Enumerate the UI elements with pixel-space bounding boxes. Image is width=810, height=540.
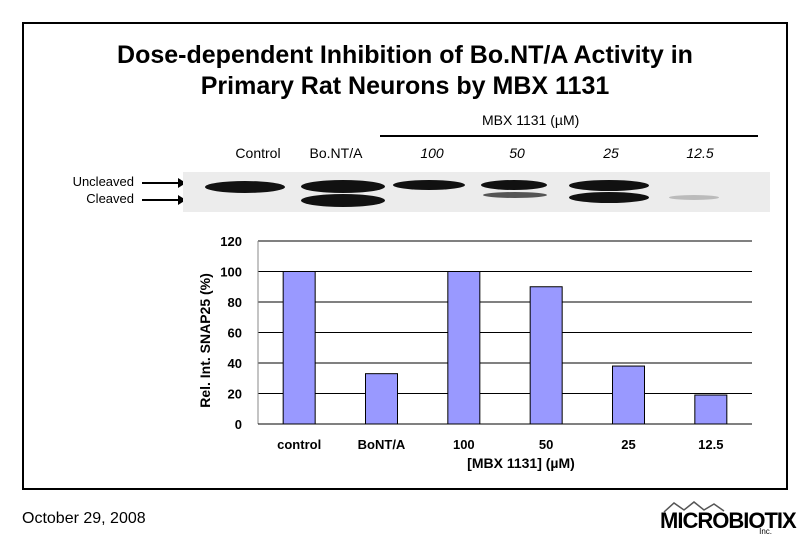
blot-band bbox=[301, 194, 385, 207]
x-tick-label: BoNT/A bbox=[358, 437, 406, 452]
uncleaved-label: Uncleaved bbox=[72, 174, 134, 189]
y-tick-label: 120 bbox=[220, 234, 242, 249]
bar bbox=[365, 373, 398, 425]
bar bbox=[612, 365, 645, 425]
bar bbox=[447, 271, 481, 425]
logo-text: MICROBIOTIX bbox=[660, 508, 797, 533]
x-tick-label: 12.5 bbox=[698, 437, 723, 452]
y-tick-label: 100 bbox=[220, 265, 242, 280]
lane-label-12-5: 12.5 bbox=[686, 145, 714, 161]
cleaved-label: Cleaved bbox=[86, 191, 134, 206]
y-tick-label: 80 bbox=[228, 295, 242, 310]
blot-band bbox=[205, 181, 285, 193]
blot-band bbox=[569, 192, 649, 203]
x-tick-label: 25 bbox=[621, 437, 635, 452]
lane-label-50: 50 bbox=[509, 145, 525, 161]
bar bbox=[529, 286, 563, 425]
blot-band bbox=[483, 192, 547, 198]
western-blot-image bbox=[183, 172, 770, 212]
x-axis-title: [MBX 1131] (µM) bbox=[467, 455, 575, 471]
logo-mark-icon bbox=[663, 501, 725, 513]
bar-chart: 0 20 40 60 80 100 120 control BoNT/A 100 50 25 12.5 [… bbox=[190, 226, 770, 474]
y-tick-label: 60 bbox=[228, 326, 242, 341]
blot-band bbox=[669, 195, 719, 200]
title-line-1: Dose-dependent Inhibition of Bo.NT/A Act… bbox=[117, 41, 693, 69]
bar bbox=[694, 394, 728, 425]
cleaved-arrow bbox=[142, 195, 186, 205]
y-tick-label: 0 bbox=[235, 417, 242, 432]
x-tick-label: control bbox=[277, 437, 321, 452]
slide-frame bbox=[22, 22, 788, 490]
bar-chart-svg: 0 20 40 60 80 100 120 control BoNT/A 100 50 25 12.5 [… bbox=[197, 234, 752, 471]
blot-band bbox=[569, 180, 649, 191]
y-tick-label: 40 bbox=[228, 356, 242, 371]
blot-band bbox=[393, 180, 465, 190]
logo-suffix: Inc. bbox=[759, 527, 772, 536]
microbiotix-logo: MICROBIOTIX Inc. bbox=[660, 500, 797, 538]
x-tick-label: 100 bbox=[453, 437, 475, 452]
footer-date: October 29, 2008 bbox=[22, 510, 146, 527]
x-tick-label: 50 bbox=[539, 437, 553, 452]
bar bbox=[282, 271, 316, 425]
lane-label-control: Control bbox=[235, 145, 281, 161]
mbx-group-label: MBX 1131 (µM) bbox=[482, 112, 580, 128]
uncleaved-arrow bbox=[142, 178, 186, 188]
blot-band bbox=[301, 180, 385, 193]
y-tick-label: 20 bbox=[228, 387, 242, 402]
y-axis-title: Rel. Int. SNAP25 (%) bbox=[197, 273, 213, 408]
lane-label-25: 25 bbox=[603, 145, 619, 161]
lane-label-bont: Bo.NT/A bbox=[309, 145, 363, 161]
blot-band bbox=[481, 180, 547, 190]
slide-title: Dose-dependent Inhibition of Bo.NT/A Act… bbox=[0, 40, 810, 102]
title-line-2: Primary Rat Neurons by MBX 1131 bbox=[200, 72, 610, 100]
lane-label-100: 100 bbox=[420, 145, 444, 161]
mbx-group-bracket bbox=[380, 135, 758, 137]
